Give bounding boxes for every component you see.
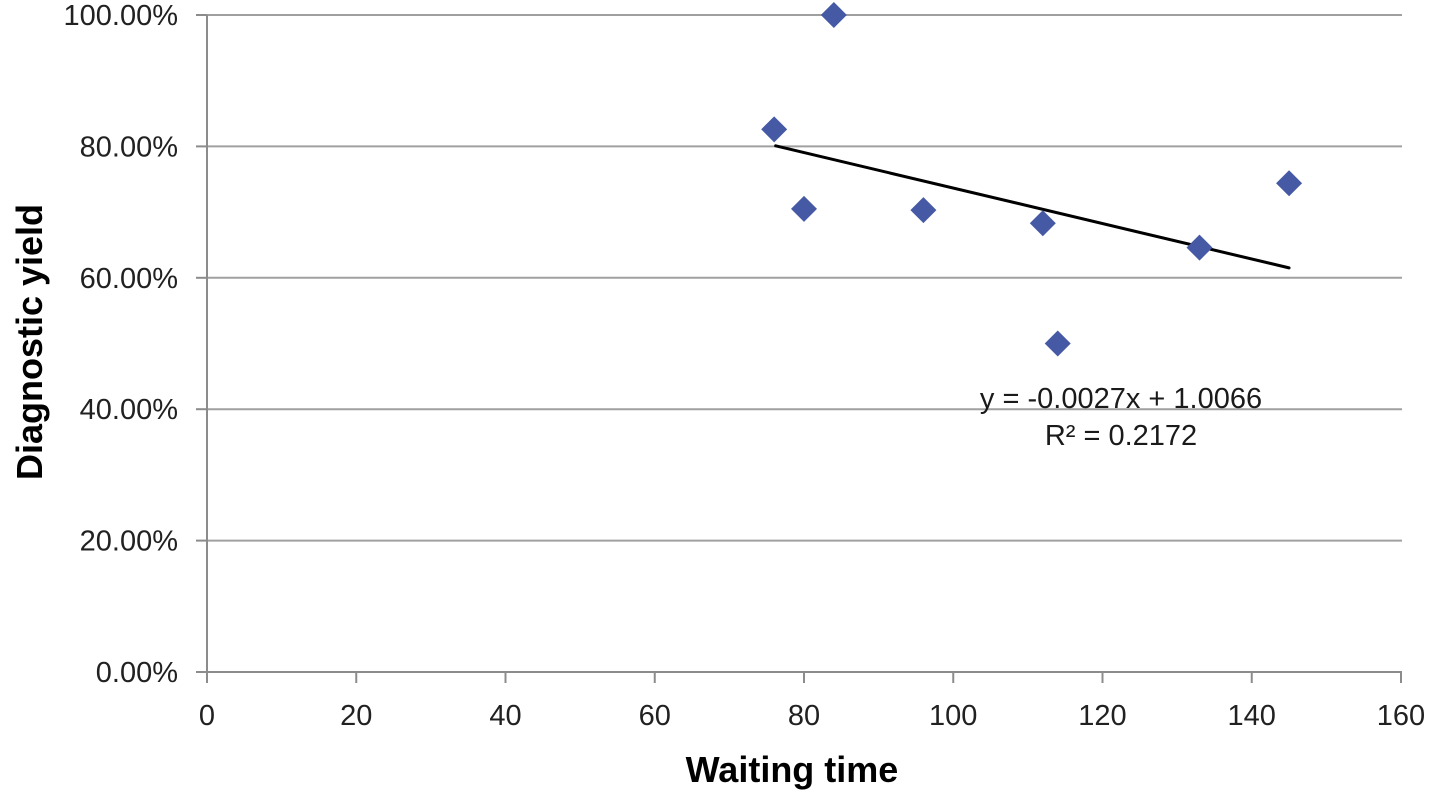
y-tick-label: 100.00% [64,0,179,32]
y-axis-ticks [196,14,207,673]
scatter-point-diamond [791,195,817,222]
x-axis-ticks [206,672,1402,683]
x-axis-tick-labels: 0 20 40 60 80 100 120 140 160 [199,700,1425,732]
trendline-annotation: y = -0.0027x + 1.0066 R² = 0.2172 [980,381,1262,455]
x-tick-label: 120 [1078,700,1126,732]
x-tick-label: 0 [199,700,215,732]
scatter-point-diamond [1044,330,1071,357]
trendline-r-squared-text: R² = 0.2172 [1044,420,1198,452]
x-tick-label: 160 [1377,700,1425,732]
y-axis-title: Diagnostic yield [9,203,50,481]
x-tick-label: 80 [788,700,820,732]
scatter-point-diamond [761,116,788,143]
x-axis-title: Waiting time [685,749,899,790]
trendline-equation-text: y = -0.0027x + 1.0066 [979,383,1263,415]
scatter-point-diamond [1029,210,1056,237]
scatter-point-diamond [1276,170,1303,197]
trendline [774,144,1291,270]
gridlines [207,14,1402,542]
trendline-segment [774,144,1291,270]
x-tick-label: 100 [929,700,977,732]
scatter-point-diamond [820,2,847,28]
x-tick-label: 60 [639,700,671,732]
x-tick-label: 40 [489,700,521,732]
x-tick-label: 140 [1228,700,1276,732]
data-points [761,2,1303,357]
y-tick-label: 60.00% [80,263,178,295]
y-tick-label: 0.00% [96,657,178,689]
x-tick-label: 20 [340,700,372,732]
y-tick-label: 40.00% [80,394,178,426]
y-axis-tick-labels: 0.00% 20.00% 40.00% 60.00% 80.00% 100.00% [64,0,179,689]
y-tick-label: 20.00% [80,526,178,558]
y-tick-label: 80.00% [80,131,178,163]
axes [196,15,1402,673]
scatter-point-diamond [910,197,937,224]
scatter-point-diamond [1186,234,1213,261]
